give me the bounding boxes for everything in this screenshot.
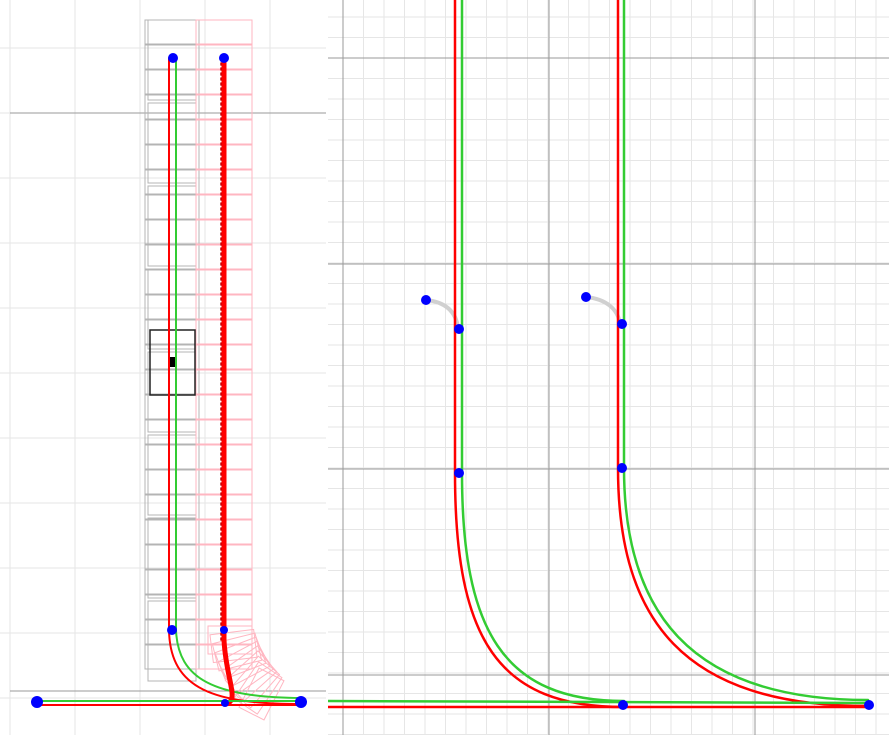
waypoint bbox=[220, 626, 228, 634]
footprint-box bbox=[144, 194, 200, 220]
footprint-box bbox=[144, 419, 200, 445]
footprint-box bbox=[144, 444, 200, 470]
detail-canvas bbox=[328, 0, 889, 735]
waypoint bbox=[454, 324, 464, 334]
waypoint bbox=[421, 295, 431, 305]
path-red bbox=[168, 57, 302, 705]
footprint-box bbox=[144, 494, 200, 520]
footprint-box bbox=[144, 469, 200, 495]
footprint-box bbox=[147, 268, 197, 350]
footprint-box bbox=[147, 102, 197, 184]
detail-panel bbox=[328, 0, 889, 735]
footprint-box bbox=[144, 369, 200, 395]
footprint-box bbox=[144, 344, 200, 370]
path-red bbox=[616, 0, 870, 708]
waypoint bbox=[295, 696, 307, 708]
waypoint bbox=[864, 700, 874, 710]
vehicle-outline bbox=[149, 329, 196, 396]
footprint-box bbox=[144, 269, 200, 295]
footprint-box bbox=[144, 294, 200, 320]
footprint-box bbox=[144, 594, 200, 620]
waypoint bbox=[219, 53, 229, 63]
footprint-box bbox=[144, 644, 200, 670]
footprint-box-pink bbox=[228, 655, 281, 709]
path-red bbox=[453, 0, 626, 709]
path-red bbox=[221, 55, 235, 707]
footprint-box bbox=[144, 244, 200, 270]
waypoint bbox=[454, 468, 464, 478]
footprint-box bbox=[144, 119, 200, 145]
waypoint bbox=[221, 699, 229, 707]
overview-canvas bbox=[0, 0, 326, 735]
footprint-box bbox=[144, 569, 200, 595]
footprint-box bbox=[144, 544, 200, 570]
footprint-box bbox=[147, 517, 197, 599]
path-green bbox=[328, 699, 870, 705]
footprint-box bbox=[147, 185, 197, 267]
waypoint bbox=[617, 463, 627, 473]
footprint-box bbox=[144, 69, 200, 95]
panel-divider bbox=[326, 0, 328, 735]
waypoint bbox=[617, 319, 627, 329]
waypoint bbox=[167, 625, 177, 635]
footprint-box bbox=[144, 619, 200, 645]
footprint-box-pink bbox=[195, 19, 253, 45]
footprint-box bbox=[144, 19, 200, 45]
vehicle-marker bbox=[170, 357, 175, 367]
path-green bbox=[622, 0, 870, 702]
waypoint bbox=[31, 696, 43, 708]
footprint-box-pink bbox=[224, 650, 278, 702]
footprint-box bbox=[144, 519, 200, 545]
footprint-box bbox=[144, 94, 200, 120]
waypoint bbox=[168, 53, 178, 63]
waypoint bbox=[581, 292, 591, 302]
footprint-box bbox=[144, 394, 200, 420]
footprint-box bbox=[144, 44, 200, 70]
footprint-box bbox=[144, 144, 200, 170]
path-green bbox=[175, 57, 302, 699]
connector-curve bbox=[584, 295, 622, 326]
footprint-box-pink bbox=[209, 628, 258, 664]
footprint-box bbox=[144, 219, 200, 245]
footprint-box bbox=[144, 169, 200, 195]
overview-panel bbox=[0, 0, 326, 735]
path-green bbox=[460, 0, 626, 703]
waypoint bbox=[618, 700, 628, 710]
footprint-box-pink bbox=[207, 625, 253, 655]
footprint-box bbox=[144, 319, 200, 345]
